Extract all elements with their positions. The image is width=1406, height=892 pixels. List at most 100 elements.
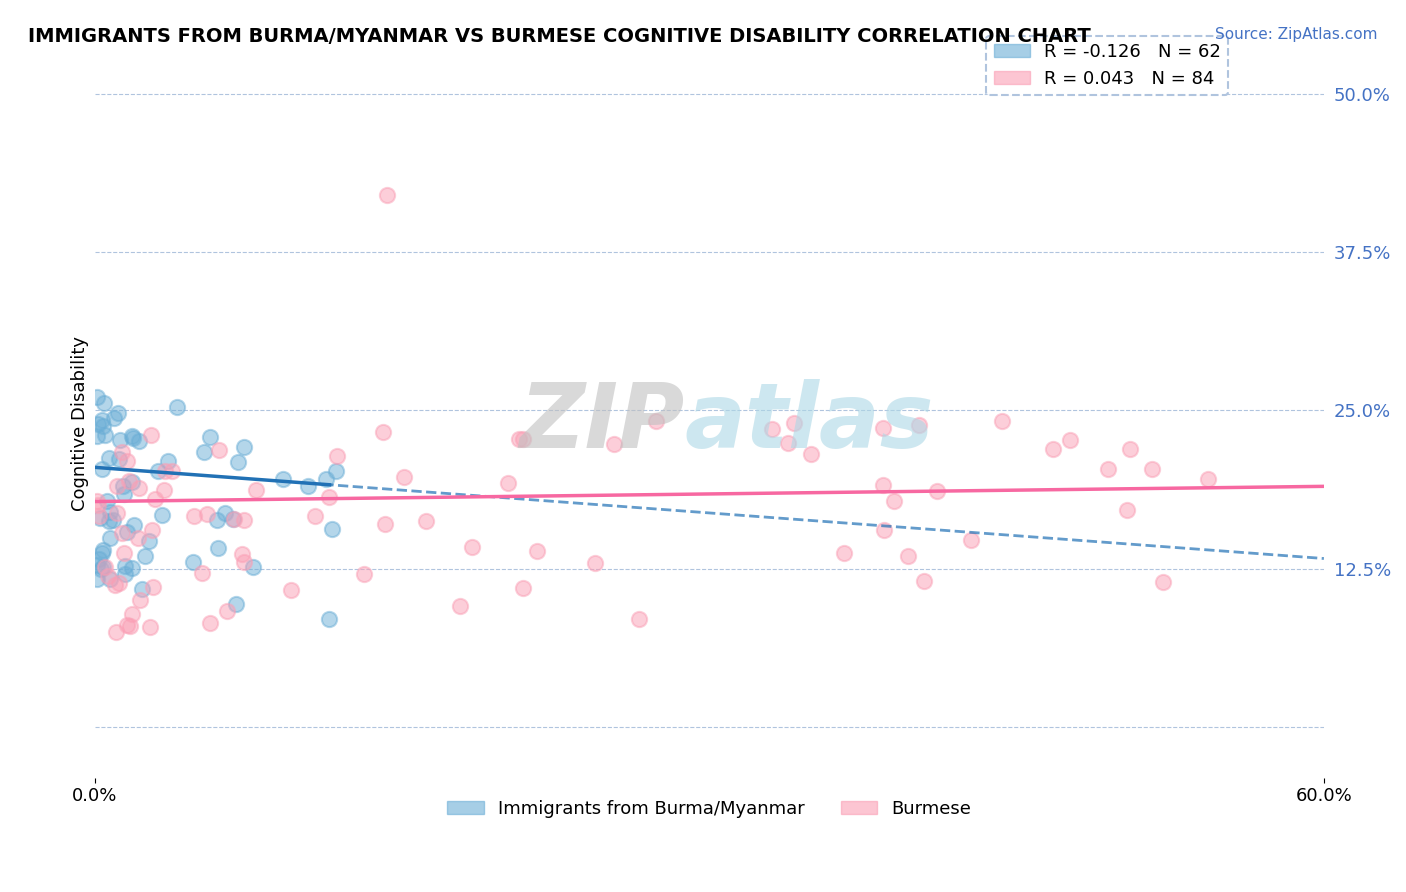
Point (1115, 502, 1137, 516)
Point (90, 412, 112, 426)
Point (121, 475, 143, 489)
Point (91, 560, 114, 574)
Point (97, 569, 120, 583)
Point (86, 572, 108, 586)
Point (166, 400, 188, 414)
Text: IMMIGRANTS FROM BURMA/MYANMAR VS BURMESE COGNITIVE DISABILITY CORRELATION CHART: IMMIGRANTS FROM BURMA/MYANMAR VS BURMESE… (28, 27, 1091, 45)
Point (449, 599, 471, 613)
Point (1059, 433, 1081, 447)
Point (121, 560, 143, 574)
Legend: Immigrants from Burma/Myanmar, Burmese: Immigrants from Burma/Myanmar, Burmese (440, 793, 979, 825)
Point (107, 451, 129, 466)
Point (107, 405, 129, 419)
Point (96, 493, 118, 508)
Point (152, 508, 174, 523)
Point (761, 422, 783, 436)
Point (98, 505, 121, 519)
Point (105, 506, 128, 520)
Point (526, 544, 548, 558)
Point (108, 433, 131, 447)
Point (326, 449, 349, 463)
Point (93, 428, 115, 442)
Point (315, 472, 337, 486)
Point (371, 425, 394, 439)
Point (118, 619, 141, 633)
Point (103, 513, 125, 527)
Point (872, 421, 894, 435)
Point (138, 533, 160, 548)
Text: ZIP: ZIP (520, 379, 685, 467)
Point (91, 542, 114, 557)
Point (508, 432, 530, 446)
Point (89, 509, 111, 524)
Point (512, 432, 534, 446)
Point (155, 464, 177, 478)
Point (121, 607, 143, 621)
Point (86, 494, 108, 508)
Point (960, 533, 983, 547)
Point (225, 597, 247, 611)
Point (583, 556, 606, 570)
Point (117, 475, 139, 489)
Point (90, 562, 112, 576)
Point (114, 559, 136, 574)
Point (98, 573, 121, 587)
Point (193, 445, 215, 459)
Point (325, 464, 347, 478)
Point (228, 455, 250, 469)
Point (990, 414, 1012, 428)
Point (512, 582, 534, 596)
Point (115, 453, 138, 467)
Point (128, 481, 150, 495)
Point (645, 414, 668, 428)
Point (129, 592, 152, 607)
Point (141, 523, 163, 537)
Point (156, 453, 179, 467)
Point (245, 483, 267, 497)
Point (232, 440, 254, 454)
Point (183, 509, 205, 524)
Point (112, 546, 135, 560)
Point (222, 512, 245, 526)
Point (139, 620, 162, 634)
Point (782, 416, 804, 430)
Point (143, 491, 166, 506)
Point (121, 428, 143, 442)
Point (153, 483, 176, 497)
Point (208, 443, 231, 458)
Point (105, 479, 128, 493)
Point (883, 493, 905, 508)
Point (231, 547, 253, 561)
Point (98, 532, 121, 546)
Point (1197, 472, 1219, 486)
Point (93, 396, 115, 410)
Point (872, 477, 894, 491)
Point (86, 417, 108, 432)
Point (111, 445, 134, 459)
Point (87, 552, 110, 566)
Point (198, 430, 221, 444)
Point (1152, 575, 1174, 590)
Point (87, 499, 110, 513)
Point (104, 578, 127, 592)
Point (498, 476, 520, 491)
Point (104, 624, 127, 639)
Point (800, 447, 823, 461)
Point (375, 188, 398, 202)
Point (214, 506, 236, 520)
Point (97, 451, 120, 466)
Point (217, 604, 239, 618)
Point (139, 428, 162, 442)
Point (872, 523, 894, 537)
Point (181, 554, 204, 568)
Point (834, 546, 856, 560)
Point (776, 435, 799, 450)
Point (908, 418, 931, 433)
Point (280, 582, 302, 597)
Point (131, 582, 153, 596)
Point (224, 512, 246, 526)
Point (86, 429, 108, 443)
Point (195, 507, 218, 521)
Point (127, 531, 149, 545)
Point (1118, 442, 1140, 457)
